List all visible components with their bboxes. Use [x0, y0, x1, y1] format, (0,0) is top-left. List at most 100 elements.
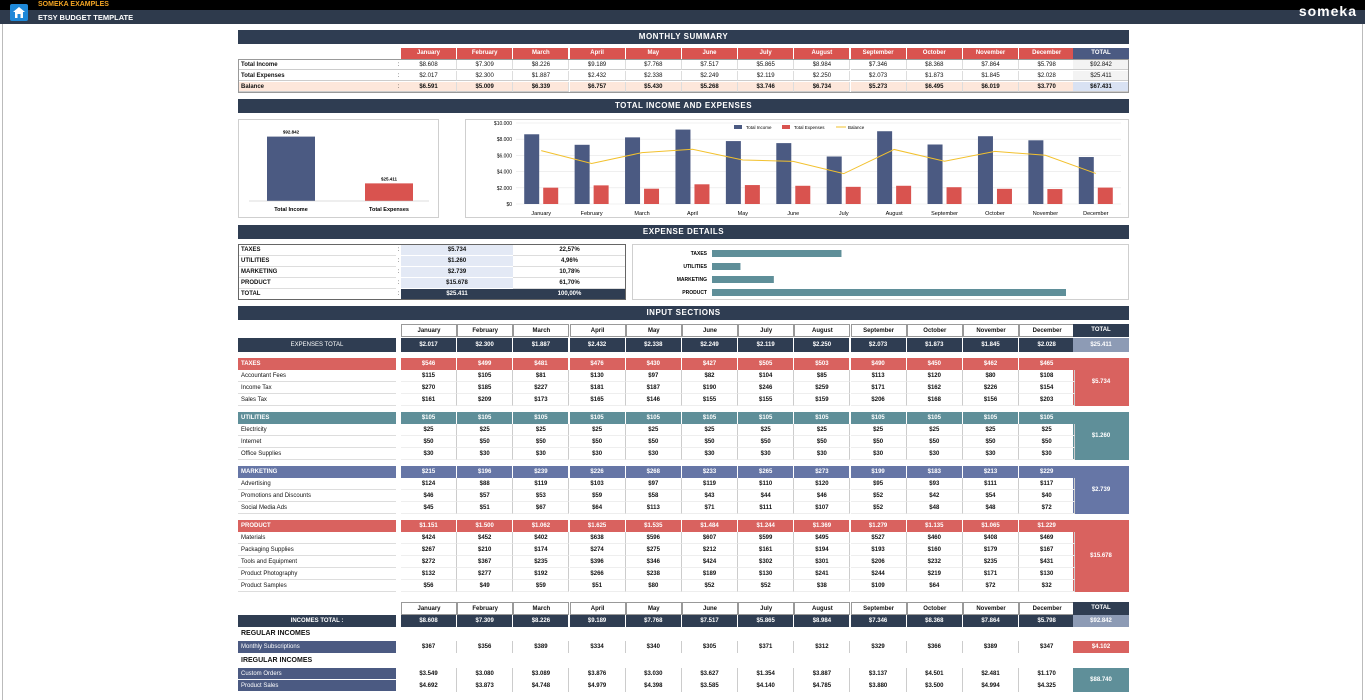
group-product-input-cell[interactable]: $160 [906, 544, 963, 556]
group-marketing-input-cell[interactable]: $64 [569, 502, 626, 514]
group-utilities-input-cell[interactable]: $50 [906, 436, 963, 448]
group-marketing-input-cell[interactable]: $120 [794, 478, 851, 490]
group-marketing-input-cell[interactable]: $52 [850, 490, 907, 502]
group-product-input-cell[interactable]: $56 [401, 580, 457, 592]
group-taxes-input-cell[interactable]: $259 [794, 382, 851, 394]
group-product-input-cell[interactable]: $189 [682, 568, 738, 580]
group-taxes-input-cell[interactable]: $154 [1019, 382, 1076, 394]
group-taxes-input-cell[interactable]: $227 [513, 382, 570, 394]
group-marketing-input-cell[interactable]: $58 [625, 490, 682, 502]
group-utilities-input-cell[interactable]: $30 [738, 448, 795, 460]
regular-income-cell[interactable]: $347 [1019, 641, 1076, 653]
irregular-income-cell[interactable]: $3.080 [457, 668, 514, 680]
group-product-input-cell[interactable]: $495 [794, 532, 851, 544]
home-icon[interactable] [10, 4, 28, 21]
group-product-input-cell[interactable]: $301 [794, 556, 851, 568]
group-marketing-input-cell[interactable]: $111 [963, 478, 1019, 490]
group-marketing-input-cell[interactable]: $46 [794, 490, 851, 502]
group-marketing-input-cell[interactable]: $113 [625, 502, 682, 514]
group-product-input-cell[interactable]: $241 [794, 568, 851, 580]
group-taxes-input-cell[interactable]: $113 [850, 370, 907, 382]
group-utilities-input-cell[interactable]: $50 [513, 436, 570, 448]
irregular-income-cell[interactable]: $1.354 [738, 668, 795, 680]
group-utilities-input-cell[interactable]: $50 [625, 436, 682, 448]
regular-income-cell[interactable]: $305 [682, 641, 738, 653]
group-utilities-input-cell[interactable]: $25 [906, 424, 963, 436]
group-marketing-input-cell[interactable]: $48 [906, 502, 963, 514]
group-taxes-input-cell[interactable]: $108 [1019, 370, 1076, 382]
group-product-input-cell[interactable]: $52 [738, 580, 795, 592]
group-marketing-input-cell[interactable]: $119 [513, 478, 570, 490]
group-product-input-cell[interactable]: $346 [625, 556, 682, 568]
group-taxes-input-cell[interactable]: $82 [682, 370, 738, 382]
group-product-input-cell[interactable]: $72 [963, 580, 1019, 592]
group-taxes-input-cell[interactable]: $155 [738, 394, 795, 406]
group-marketing-input-cell[interactable]: $95 [850, 478, 907, 490]
irregular-income-cell[interactable]: $4.994 [963, 680, 1019, 692]
group-product-input-cell[interactable]: $408 [963, 532, 1019, 544]
regular-income-cell[interactable]: $334 [570, 641, 626, 653]
group-product-input-cell[interactable]: $193 [850, 544, 907, 556]
group-marketing-input-cell[interactable]: $103 [569, 478, 626, 490]
group-taxes-input-cell[interactable]: $185 [457, 382, 514, 394]
irregular-income-cell[interactable]: $1.170 [1019, 668, 1076, 680]
regular-income-cell[interactable]: $340 [626, 641, 682, 653]
group-product-input-cell[interactable]: $192 [513, 568, 570, 580]
group-taxes-input-cell[interactable]: $171 [850, 382, 907, 394]
group-taxes-input-cell[interactable]: $190 [682, 382, 738, 394]
group-utilities-input-cell[interactable]: $25 [401, 424, 457, 436]
group-product-input-cell[interactable]: $527 [850, 532, 907, 544]
group-taxes-input-cell[interactable]: $203 [1019, 394, 1076, 406]
group-product-input-cell[interactable]: $266 [569, 568, 626, 580]
regular-income-cell[interactable]: $329 [851, 641, 907, 653]
irregular-income-cell[interactable]: $3.873 [457, 680, 514, 692]
group-taxes-input-cell[interactable]: $246 [738, 382, 795, 394]
group-utilities-input-cell[interactable]: $50 [738, 436, 795, 448]
group-utilities-input-cell[interactable]: $30 [682, 448, 738, 460]
group-utilities-input-cell[interactable]: $50 [569, 436, 626, 448]
group-product-input-cell[interactable]: $194 [794, 544, 851, 556]
group-taxes-input-cell[interactable]: $97 [625, 370, 682, 382]
group-taxes-input-cell[interactable]: $155 [682, 394, 738, 406]
group-product-input-cell[interactable]: $210 [457, 544, 514, 556]
group-marketing-input-cell[interactable]: $54 [963, 490, 1019, 502]
group-taxes-input-cell[interactable]: $85 [794, 370, 851, 382]
irregular-income-cell[interactable]: $4.748 [513, 680, 570, 692]
group-utilities-input-cell[interactable]: $50 [963, 436, 1019, 448]
group-marketing-input-cell[interactable]: $53 [513, 490, 570, 502]
group-product-input-cell[interactable]: $402 [513, 532, 570, 544]
group-taxes-input-cell[interactable]: $105 [457, 370, 514, 382]
group-utilities-input-cell[interactable]: $25 [738, 424, 795, 436]
group-product-input-cell[interactable]: $367 [457, 556, 514, 568]
group-taxes-input-cell[interactable]: $104 [738, 370, 795, 382]
group-utilities-input-cell[interactable]: $30 [906, 448, 963, 460]
group-utilities-input-cell[interactable]: $25 [513, 424, 570, 436]
group-marketing-input-cell[interactable]: $72 [1019, 502, 1076, 514]
group-marketing-input-cell[interactable]: $119 [682, 478, 738, 490]
irregular-income-cell[interactable]: $4.979 [570, 680, 626, 692]
regular-income-cell[interactable]: $312 [794, 641, 851, 653]
group-product-input-cell[interactable]: $80 [625, 580, 682, 592]
group-product-input-cell[interactable]: $238 [625, 568, 682, 580]
group-taxes-input-cell[interactable]: $165 [569, 394, 626, 406]
group-marketing-input-cell[interactable]: $51 [457, 502, 514, 514]
group-product-input-cell[interactable]: $244 [850, 568, 907, 580]
group-utilities-input-cell[interactable]: $30 [1019, 448, 1076, 460]
group-product-input-cell[interactable]: $52 [682, 580, 738, 592]
group-marketing-input-cell[interactable]: $52 [850, 502, 907, 514]
group-product-input-cell[interactable]: $469 [1019, 532, 1076, 544]
group-product-input-cell[interactable]: $274 [569, 544, 626, 556]
group-marketing-input-cell[interactable]: $97 [625, 478, 682, 490]
group-marketing-input-cell[interactable]: $93 [906, 478, 963, 490]
irregular-income-cell[interactable]: $3.876 [570, 668, 626, 680]
group-product-input-cell[interactable]: $32 [1019, 580, 1076, 592]
group-product-input-cell[interactable]: $206 [850, 556, 907, 568]
group-product-input-cell[interactable]: $272 [401, 556, 457, 568]
regular-income-cell[interactable]: $389 [513, 641, 570, 653]
regular-income-cell[interactable]: $371 [738, 641, 795, 653]
group-taxes-input-cell[interactable]: $81 [513, 370, 570, 382]
regular-income-cell[interactable]: $367 [401, 641, 457, 653]
regular-income-cell[interactable]: $356 [457, 641, 514, 653]
group-marketing-input-cell[interactable]: $107 [794, 502, 851, 514]
irregular-income-cell[interactable]: $3.030 [626, 668, 682, 680]
